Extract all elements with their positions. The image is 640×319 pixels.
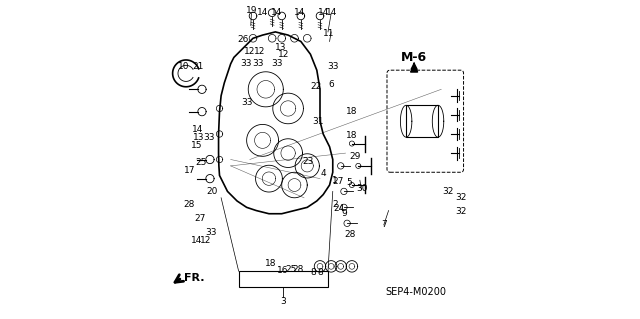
Text: 33: 33 bbox=[327, 63, 339, 71]
Text: 1: 1 bbox=[332, 176, 338, 185]
Text: SEP4-M0200: SEP4-M0200 bbox=[385, 287, 446, 297]
Text: 18: 18 bbox=[266, 259, 277, 268]
Text: 7: 7 bbox=[381, 220, 387, 229]
Text: 21: 21 bbox=[193, 63, 204, 71]
Text: 18: 18 bbox=[346, 107, 358, 116]
Text: 13: 13 bbox=[275, 43, 287, 52]
Text: 12: 12 bbox=[200, 236, 211, 245]
Text: 14: 14 bbox=[191, 236, 202, 245]
Text: 28: 28 bbox=[184, 200, 195, 209]
Text: M-6: M-6 bbox=[401, 51, 427, 64]
Text: 11: 11 bbox=[323, 29, 335, 38]
Text: 32: 32 bbox=[455, 193, 467, 202]
Text: 3: 3 bbox=[280, 297, 286, 306]
Text: 25: 25 bbox=[195, 158, 207, 167]
Text: 12: 12 bbox=[253, 47, 265, 56]
Text: 14: 14 bbox=[191, 125, 203, 134]
Text: 32: 32 bbox=[455, 207, 467, 216]
Text: 12: 12 bbox=[244, 47, 255, 56]
Text: 12: 12 bbox=[278, 50, 289, 59]
Text: 33: 33 bbox=[252, 59, 264, 68]
Text: 14: 14 bbox=[257, 8, 268, 17]
Text: 28: 28 bbox=[344, 230, 356, 239]
Text: 27: 27 bbox=[332, 177, 344, 186]
Text: 8: 8 bbox=[318, 268, 323, 277]
Text: 6: 6 bbox=[328, 80, 334, 89]
FancyArrowPatch shape bbox=[412, 63, 417, 69]
Text: 22: 22 bbox=[310, 82, 322, 91]
Text: 9: 9 bbox=[342, 209, 348, 218]
Text: 19: 19 bbox=[246, 6, 257, 15]
Text: 20: 20 bbox=[207, 187, 218, 196]
Text: 24: 24 bbox=[333, 204, 344, 213]
Text: 31: 31 bbox=[312, 117, 324, 126]
Text: 29: 29 bbox=[349, 152, 361, 161]
Text: 4: 4 bbox=[321, 169, 326, 178]
Text: 33: 33 bbox=[271, 59, 283, 68]
Text: 28: 28 bbox=[292, 265, 303, 274]
Text: 23: 23 bbox=[302, 157, 314, 166]
Text: 2: 2 bbox=[333, 200, 338, 209]
Text: 14: 14 bbox=[326, 8, 337, 17]
Text: 17: 17 bbox=[184, 166, 196, 175]
Text: 33: 33 bbox=[241, 98, 252, 107]
Text: 13: 13 bbox=[193, 133, 205, 142]
Text: 16: 16 bbox=[276, 266, 288, 275]
Text: FR.: FR. bbox=[184, 273, 205, 283]
Text: 14: 14 bbox=[317, 8, 329, 17]
Text: 33: 33 bbox=[205, 228, 217, 237]
Bar bbox=[406, 105, 438, 137]
Text: 33: 33 bbox=[240, 59, 252, 68]
Text: 5: 5 bbox=[346, 178, 352, 187]
Text: 27: 27 bbox=[195, 214, 205, 223]
Text: 30: 30 bbox=[356, 184, 368, 193]
Bar bbox=[239, 271, 328, 287]
Text: 15: 15 bbox=[191, 141, 202, 150]
Text: 14: 14 bbox=[294, 8, 305, 17]
Text: 8: 8 bbox=[310, 268, 316, 277]
Text: 18: 18 bbox=[346, 131, 358, 140]
Text: 32: 32 bbox=[442, 187, 453, 196]
Text: 26: 26 bbox=[237, 35, 248, 44]
Text: 25: 25 bbox=[285, 265, 296, 274]
Text: 10: 10 bbox=[178, 63, 189, 71]
Text: 14: 14 bbox=[271, 8, 283, 17]
Text: 33: 33 bbox=[204, 133, 215, 142]
